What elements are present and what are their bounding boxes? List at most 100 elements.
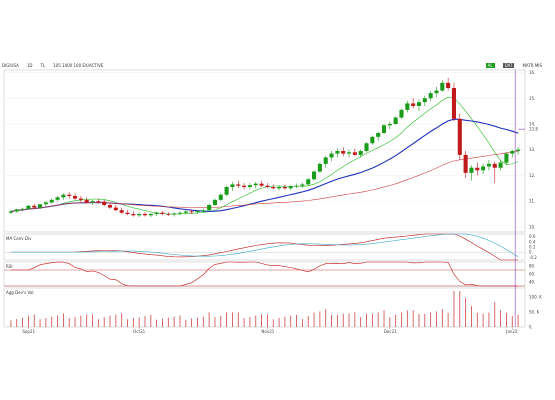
candle-body	[131, 214, 136, 216]
candle-body	[271, 187, 276, 189]
x-tick-label: Oct21	[133, 329, 145, 334]
candle-body	[14, 209, 19, 212]
candle-body	[189, 211, 194, 213]
price-tick-label: 10.	[529, 224, 535, 229]
candle-body	[102, 201, 107, 205]
candle-body	[212, 199, 217, 205]
candle-body	[312, 171, 317, 180]
price-chart: 10. 11. 12. 13. 14. 15. 16. 13.8 MA Conv Div 0. 60…	[3, 69, 542, 334]
candle-body	[486, 163, 491, 167]
candle-body	[399, 109, 404, 118]
candle-body	[277, 187, 282, 189]
candle-body	[259, 183, 264, 186]
candle-body	[323, 157, 328, 164]
price-tick-label: 16.	[529, 70, 535, 75]
candle-body	[364, 143, 369, 151]
candle-body	[317, 163, 322, 172]
macd-signal-line	[10, 233, 519, 257]
x-tick-label: Sep21	[22, 329, 35, 334]
subpane-tick-label: 0.4	[529, 239, 536, 244]
candle-body	[61, 194, 66, 198]
interval-field[interactable]: 1D	[26, 63, 33, 68]
pane-title: Agg Dev's Vol	[6, 290, 33, 295]
candle-body	[352, 152, 357, 155]
subpane-tick-label: 0.	[529, 250, 533, 255]
candle-body	[195, 210, 200, 212]
subpane-tick-label: 60.	[529, 272, 535, 277]
candle-body	[341, 151, 346, 154]
pane-title: RSI	[6, 264, 13, 269]
x-tick-label: Dec21	[384, 329, 397, 334]
candle-body	[411, 103, 416, 106]
price-tick-label: 13.	[529, 147, 535, 152]
pane-2	[3, 233, 526, 261]
candle-body	[475, 167, 480, 171]
subpane-tick-label: -0.2	[529, 255, 537, 260]
candle-body	[72, 196, 78, 199]
subpane-tick-label: 100. K	[529, 295, 542, 300]
candle-body	[172, 213, 177, 215]
candle-body	[107, 205, 113, 208]
x-tick-label: Nov21	[261, 329, 274, 334]
pane-3	[3, 261, 526, 287]
candle-body	[306, 179, 311, 185]
price-tick-label: 12.	[529, 173, 535, 178]
symbol-field[interactable]: DIGIUSA	[2, 63, 19, 68]
candle-body	[346, 152, 352, 154]
candle-body	[428, 93, 433, 99]
subpane-tick-label: 40.	[529, 280, 535, 285]
candle-body	[247, 185, 252, 187]
candle-body	[55, 197, 60, 200]
rsi-line	[10, 261, 519, 287]
pane-title: MA Conv Div	[6, 236, 32, 241]
candle-body	[43, 202, 48, 205]
candle-body	[481, 166, 486, 171]
candle-body	[20, 208, 25, 210]
candle-body	[381, 125, 387, 133]
candle-body	[510, 151, 515, 154]
candle-body	[446, 82, 451, 88]
macd-line	[10, 233, 519, 261]
candle-body	[451, 88, 457, 119]
chart-type-field[interactable]: TL	[40, 63, 46, 68]
candle-body	[242, 185, 247, 187]
pane-4	[3, 287, 526, 328]
candle-body	[183, 211, 188, 213]
candle-body	[67, 194, 72, 196]
price-tick-label: 11.	[529, 199, 535, 204]
candle-body	[113, 207, 118, 211]
candle-body	[300, 184, 305, 186]
candle-body	[119, 210, 124, 213]
candle-body	[26, 205, 31, 209]
candle-body	[218, 194, 223, 200]
toolbar-right-item-3[interactable]: MATR MIS	[522, 63, 542, 68]
candle-body	[422, 98, 427, 103]
price-tick-label: 14.	[529, 122, 535, 127]
candle-body	[498, 162, 503, 168]
candle-body	[148, 214, 153, 216]
candle-body	[329, 153, 334, 158]
toolbar-settings[interactable]: 105 1000 100 EX/ACTIVE	[53, 63, 104, 68]
candle-body	[416, 102, 422, 106]
candle-body	[492, 163, 497, 168]
candle-body	[78, 198, 83, 200]
x-tick-label: Jan22	[505, 329, 518, 334]
candle-body	[434, 90, 439, 94]
candle-body	[335, 151, 340, 154]
toolbar-right-item-1[interactable]: AL	[485, 63, 495, 68]
candle-body	[387, 124, 392, 126]
candle-body	[516, 149, 521, 151]
candle-body	[457, 118, 462, 155]
candle-body	[294, 185, 299, 187]
toolbar-right-item-2[interactable]: DAT	[502, 63, 515, 68]
price-tick-label: 15.	[529, 96, 535, 101]
candle-body	[207, 205, 212, 211]
last-price-label: 13.8	[529, 127, 538, 132]
candle-body	[405, 103, 410, 110]
candle-body	[96, 201, 101, 202]
pane-1	[3, 69, 526, 233]
candle-body	[84, 199, 89, 203]
candle-body	[463, 154, 468, 173]
candle-body	[504, 153, 509, 163]
candle-body	[469, 167, 474, 173]
